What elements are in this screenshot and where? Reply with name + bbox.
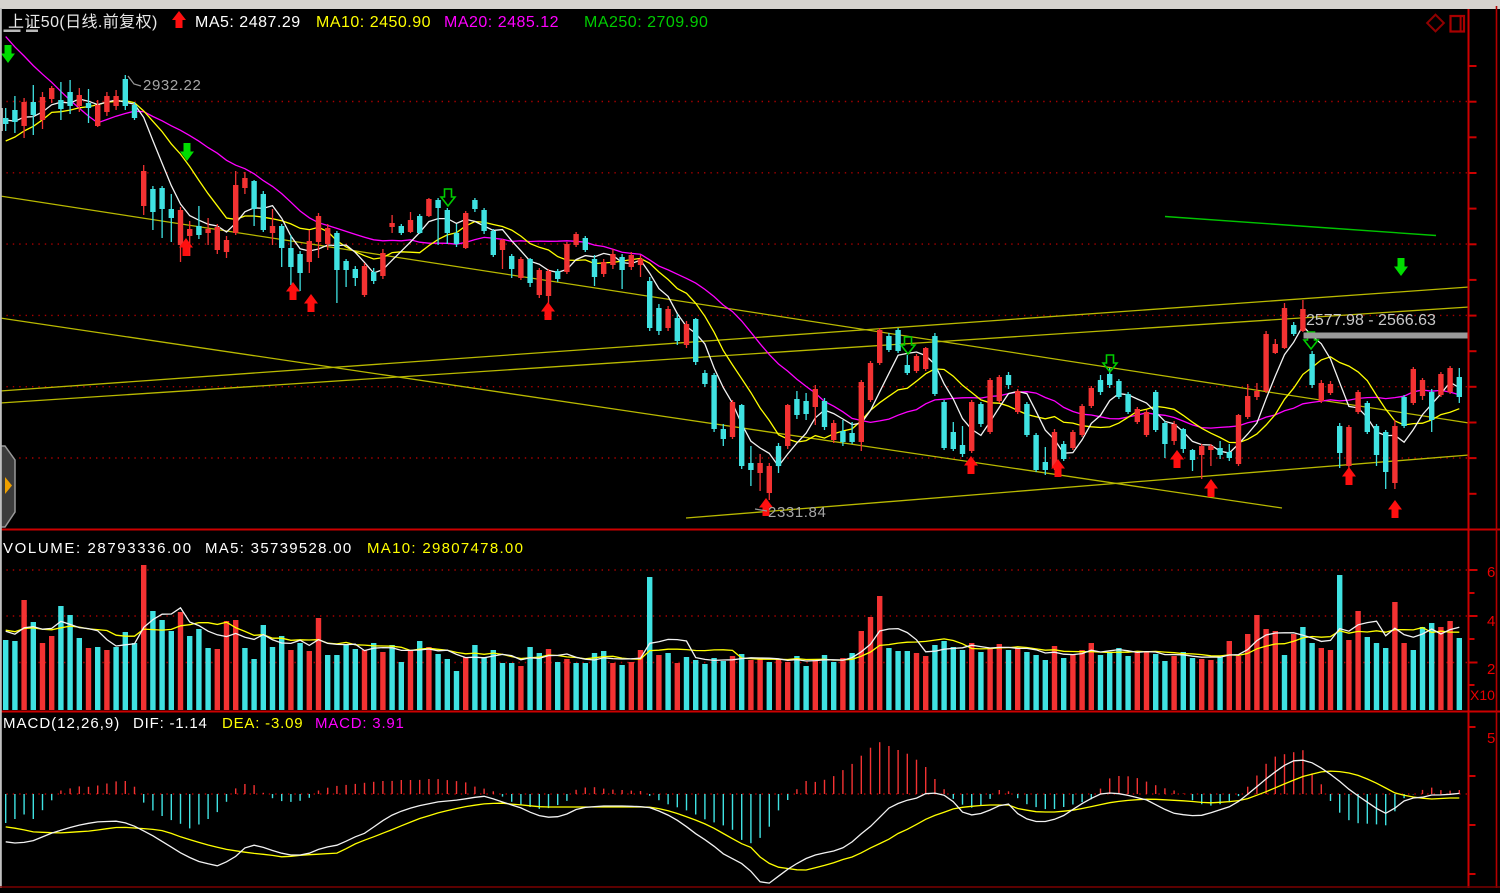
svg-text:上证50(日线.前复权): 上证50(日线.前复权) <box>8 13 158 31</box>
svg-text:DIF: -1.14: DIF: -1.14 <box>133 715 208 732</box>
svg-text:MA20: 2485.12: MA20: 2485.12 <box>444 14 559 31</box>
svg-text:2932.22: 2932.22 <box>143 77 201 94</box>
svg-text:MACD(12,26,9): MACD(12,26,9) <box>3 715 120 732</box>
svg-text:2331.84: 2331.84 <box>768 504 826 521</box>
svg-text:VOLUME: 28793336.00: VOLUME: 28793336.00 <box>3 540 193 557</box>
svg-text:5: 5 <box>1487 730 1495 747</box>
svg-text:MA5: 35739528.00: MA5: 35739528.00 <box>205 540 353 557</box>
svg-text:MA10: 29807478.00: MA10: 29807478.00 <box>367 540 524 557</box>
svg-text:MA5: 2487.29: MA5: 2487.29 <box>195 14 301 31</box>
svg-text:DEA: -3.09: DEA: -3.09 <box>222 715 303 732</box>
svg-text:2577.98 - 2566.63: 2577.98 - 2566.63 <box>1306 312 1436 329</box>
svg-text:6: 6 <box>1487 564 1495 581</box>
svg-text:MA10: 2450.90: MA10: 2450.90 <box>316 14 431 31</box>
svg-text:MACD: 3.91: MACD: 3.91 <box>315 715 405 732</box>
svg-text:2: 2 <box>1487 661 1495 678</box>
svg-text:4: 4 <box>1487 613 1495 630</box>
svg-text:X10: X10 <box>1470 687 1495 703</box>
svg-text:MA250: 2709.90: MA250: 2709.90 <box>584 14 708 31</box>
